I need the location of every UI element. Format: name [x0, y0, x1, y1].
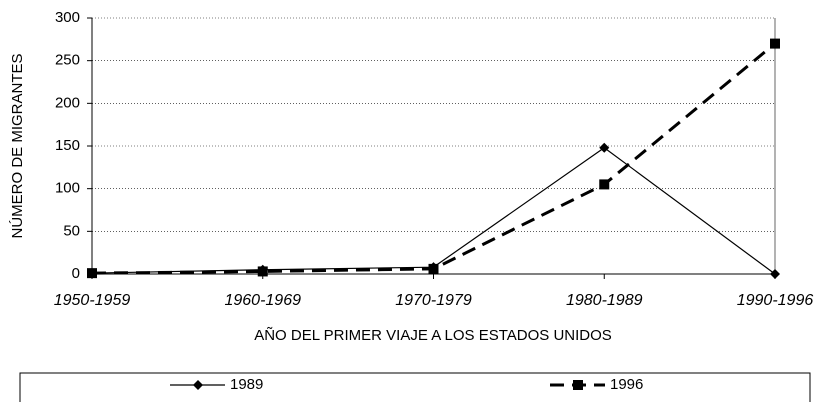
- marker: [599, 179, 610, 190]
- x-axis-title: AÑO DEL PRIMER VIAJE A LOS ESTADOS UNIDO…: [254, 327, 612, 344]
- legend-label: 1989: [230, 376, 263, 393]
- y-tick-label: 50: [63, 222, 80, 239]
- marker: [257, 266, 268, 277]
- y-tick-label: 0: [72, 265, 80, 282]
- marker: [770, 269, 780, 279]
- marker: [599, 142, 610, 153]
- y-tick-label: 300: [55, 9, 80, 26]
- series-line: [91, 146, 776, 275]
- marker: [770, 38, 780, 49]
- marker: [87, 268, 97, 279]
- y-tick-label: 100: [55, 180, 80, 197]
- series-line: [91, 42, 776, 275]
- y-axis-title: NÚMERO DE MIGRANTES: [9, 53, 26, 238]
- y-tick-label: 250: [55, 52, 80, 69]
- marker: [428, 263, 439, 274]
- y-tick-label: 200: [55, 94, 80, 111]
- legend-label: 1996: [610, 376, 643, 393]
- y-tick-label: 150: [55, 137, 80, 154]
- marker: [193, 380, 203, 390]
- x-tick-label: 1960-1969: [224, 292, 301, 309]
- legend-box: [19, 372, 811, 402]
- x-tick-label: 1970-1979: [395, 292, 472, 309]
- x-tick-label: 1950-1959: [54, 292, 131, 309]
- marker: [573, 380, 583, 390]
- x-tick-label: 1990-1996: [737, 292, 814, 309]
- x-tick-label: 1980-1989: [566, 292, 643, 309]
